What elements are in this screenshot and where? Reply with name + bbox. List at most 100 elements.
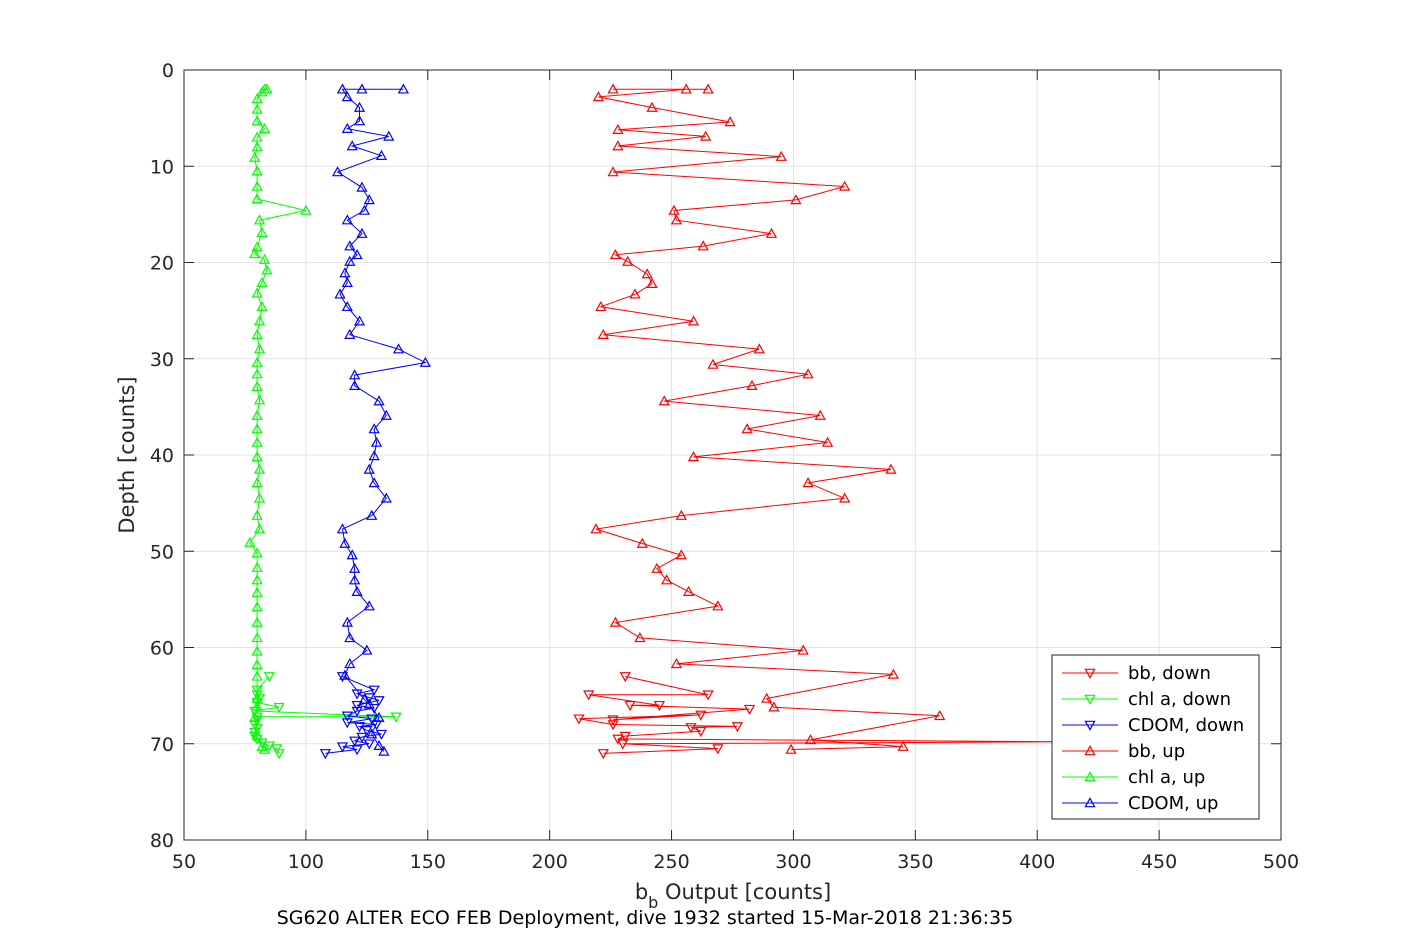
data-point <box>344 255 356 266</box>
data-point <box>634 632 646 643</box>
data-point <box>373 395 385 406</box>
y-tick-label: 60 <box>150 638 174 660</box>
data-point <box>353 315 366 326</box>
data-point <box>351 706 363 717</box>
data-point <box>353 722 366 733</box>
x-tick-label: 400 <box>1019 851 1055 873</box>
data-point <box>583 690 595 701</box>
data-point <box>251 730 263 741</box>
data-point <box>607 83 619 94</box>
data-point <box>251 423 263 434</box>
data-point <box>680 83 692 94</box>
data-point <box>251 131 263 142</box>
data-point <box>356 227 368 238</box>
legend-marker <box>1084 797 1096 808</box>
legend-marker <box>1084 745 1096 756</box>
data-point <box>612 734 624 745</box>
data-point <box>251 287 263 298</box>
data-point <box>358 204 371 215</box>
data-point <box>346 140 358 151</box>
data-point <box>380 409 392 420</box>
series-4 <box>244 83 312 754</box>
legend-label: chl a, down <box>1128 689 1231 710</box>
data-point <box>675 549 687 560</box>
data-point <box>253 214 266 225</box>
x-tick-label: 200 <box>532 851 568 873</box>
data-point <box>261 264 273 275</box>
data-point <box>344 328 356 339</box>
data-point <box>622 255 634 266</box>
data-point <box>700 130 712 141</box>
y-tick-label: 40 <box>150 445 174 467</box>
data-point <box>731 722 743 733</box>
data-point <box>344 658 356 669</box>
data-point <box>251 368 263 379</box>
data-point <box>341 276 353 287</box>
data-point <box>251 616 263 627</box>
data-point <box>697 240 709 251</box>
series-line <box>325 675 382 754</box>
data-point <box>363 463 375 474</box>
data-point <box>612 140 624 151</box>
legend-marker <box>1084 771 1096 782</box>
data-point <box>592 91 605 102</box>
data-point <box>339 537 351 548</box>
data-point <box>331 166 344 177</box>
data-point <box>349 369 361 380</box>
data-point <box>619 672 631 683</box>
series-line <box>595 88 940 750</box>
axes: 50 100 150 200 250 300 350 400 450 500 0 10 20 30 40 50… <box>150 60 1299 873</box>
data-point <box>361 725 373 737</box>
data-point <box>344 632 356 643</box>
data-point <box>375 149 388 160</box>
data-point <box>251 115 263 126</box>
data-point <box>612 123 624 134</box>
data-point <box>590 523 602 534</box>
data-point <box>249 248 261 259</box>
data-point <box>378 745 390 756</box>
caption: SG620 ALTER ECO FEB Deployment, dive 193… <box>277 907 1013 929</box>
series-3 <box>590 83 946 754</box>
data-point <box>363 698 375 709</box>
data-point <box>368 423 380 434</box>
data-point <box>646 277 658 288</box>
data-point <box>712 600 724 611</box>
legend-marker <box>1084 720 1096 731</box>
data-point <box>251 670 263 681</box>
data-point <box>712 744 724 755</box>
series-line <box>249 88 307 750</box>
data-point <box>397 83 410 94</box>
data-point <box>344 240 356 251</box>
data-point <box>256 276 268 287</box>
data-point <box>702 83 714 94</box>
data-point <box>351 248 363 260</box>
data-point <box>597 749 609 760</box>
x-tick-label: 150 <box>410 851 446 873</box>
data-point <box>695 710 707 721</box>
data-point <box>249 151 261 162</box>
data-point <box>351 700 363 712</box>
data-point <box>390 712 402 723</box>
data-point <box>765 227 778 238</box>
data-point <box>253 394 266 405</box>
data-point <box>253 463 266 474</box>
data-point <box>804 734 817 745</box>
data-point <box>687 315 700 326</box>
data-point <box>251 180 263 191</box>
data-point <box>607 166 619 177</box>
data-point <box>251 328 263 339</box>
data-point <box>251 409 263 420</box>
legend-marker <box>1084 668 1096 679</box>
data-point <box>573 714 585 725</box>
data-point <box>339 267 351 278</box>
data-point <box>653 700 665 712</box>
data-point <box>251 356 263 367</box>
data-point <box>383 130 395 141</box>
data-point <box>609 248 622 260</box>
data-point <box>334 288 346 299</box>
y-tick-label: 10 <box>150 156 174 178</box>
data-point <box>251 700 263 711</box>
x-tick-label: 250 <box>653 851 689 873</box>
data-point <box>661 574 673 585</box>
series-5 <box>331 83 431 756</box>
